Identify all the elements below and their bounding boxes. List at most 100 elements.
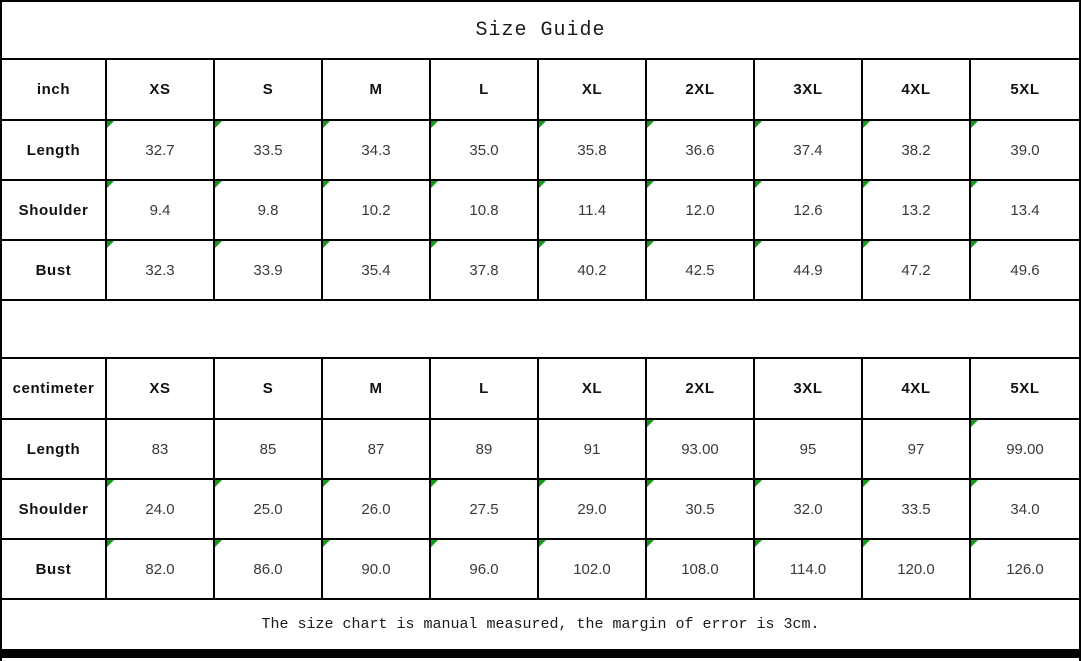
measurement-value-cell: 44.9 (755, 241, 863, 301)
measurement-value-cell: 33.9 (215, 241, 323, 301)
measurement-value-cell-text: 29.0 (577, 500, 607, 518)
measurement-value-cell: 86.0 (215, 540, 323, 600)
measurement-value-cell-text: 96.0 (469, 560, 499, 578)
green-corner-marker (107, 540, 114, 547)
size-header-cell-text: XS (149, 81, 171, 98)
green-corner-marker (755, 181, 762, 188)
measurement-value-cell-text: 89 (475, 440, 493, 458)
measurement-label-cell: Bust (2, 540, 107, 600)
page-title: Size Guide (475, 18, 606, 42)
size-header-cell: XL (539, 60, 647, 121)
measurement-value-cell-text: 12.6 (793, 201, 823, 219)
measurement-value-cell-text: 12.0 (685, 201, 715, 219)
unit-header-cell-text: centimeter (12, 380, 95, 397)
size-header-cell-text: 2XL (685, 380, 715, 397)
spacer-row (2, 301, 1079, 359)
measurement-value-cell: 114.0 (755, 540, 863, 600)
green-corner-marker (755, 480, 762, 487)
green-corner-marker (971, 121, 978, 128)
measurement-value-cell-text: 37.8 (469, 261, 499, 279)
measurement-value-cell-text: 27.5 (469, 500, 499, 518)
measurement-value-cell-text: 13.2 (901, 201, 931, 219)
measurement-value-cell-text: 120.0 (897, 560, 935, 578)
measurement-value-cell: 42.5 (647, 241, 755, 301)
size-header-cell-text: 5XL (1010, 380, 1040, 397)
measurement-value-cell-text: 87 (367, 440, 385, 458)
measurement-value-cell-text: 35.4 (361, 261, 391, 279)
measurement-value-cell-text: 13.4 (1010, 201, 1040, 219)
size-header-cell-text: 4XL (901, 380, 931, 397)
green-corner-marker (971, 241, 978, 248)
measurement-value-cell-text: 9.4 (149, 201, 171, 219)
green-corner-marker (539, 121, 546, 128)
green-corner-marker (323, 540, 330, 547)
measurement-value-cell-text: 85 (259, 440, 277, 458)
green-corner-marker (971, 181, 978, 188)
green-corner-marker (107, 241, 114, 248)
measurement-value-cell: 87 (323, 420, 431, 480)
green-corner-marker (647, 540, 654, 547)
green-corner-marker (215, 241, 222, 248)
measurement-value-cell-text: 30.5 (685, 500, 715, 518)
measurement-value-cell: 49.6 (971, 241, 1079, 301)
measurement-value-cell: 47.2 (863, 241, 971, 301)
measurement-value-cell: 32.0 (755, 480, 863, 540)
measurement-value-cell: 29.0 (539, 480, 647, 540)
measurement-value-cell-text: 38.2 (901, 141, 931, 159)
green-corner-marker (971, 480, 978, 487)
green-corner-marker (431, 181, 438, 188)
unit-header-cell-text: inch (36, 81, 71, 98)
size-header-cell-text: XL (581, 380, 603, 397)
green-corner-marker (539, 241, 546, 248)
measurement-value-cell-text: 49.6 (1010, 261, 1040, 279)
measurement-value-cell-text: 37.4 (793, 141, 823, 159)
green-corner-marker (215, 121, 222, 128)
green-corner-marker (647, 480, 654, 487)
green-corner-marker (107, 121, 114, 128)
green-corner-marker (971, 420, 978, 427)
measurement-label-cell-text: Length (26, 141, 81, 159)
measurement-value-cell: 35.0 (431, 121, 539, 181)
measurement-value-cell-text: 90.0 (361, 560, 391, 578)
measurement-label-cell: Shoulder (2, 480, 107, 540)
measurement-value-cell: 30.5 (647, 480, 755, 540)
measurement-value-cell: 35.8 (539, 121, 647, 181)
green-corner-marker (971, 540, 978, 547)
measurement-value-cell: 27.5 (431, 480, 539, 540)
measurement-value-cell: 97 (863, 420, 971, 480)
measurement-value-cell-text: 86.0 (253, 560, 283, 578)
measurement-label-cell: Length (2, 420, 107, 480)
measurement-value-cell: 37.4 (755, 121, 863, 181)
measurement-value-cell: 95 (755, 420, 863, 480)
measurement-label-cell-text: Shoulder (18, 500, 89, 518)
size-header-cell-text: 5XL (1010, 81, 1040, 98)
measurement-value-cell-text: 99.00 (1006, 440, 1044, 458)
unit-header-cell: inch (2, 60, 107, 121)
measurement-value-cell: 34.3 (323, 121, 431, 181)
measurement-value-cell: 13.4 (971, 181, 1079, 241)
size-header-cell: 2XL (647, 60, 755, 121)
measurement-value-cell-text: 40.2 (577, 261, 607, 279)
measurement-value-cell: 32.3 (107, 241, 215, 301)
measurement-value-cell: 37.8 (431, 241, 539, 301)
measurement-value-cell: 102.0 (539, 540, 647, 600)
measurement-value-cell: 9.4 (107, 181, 215, 241)
measurement-value-cell: 12.6 (755, 181, 863, 241)
footer-text: The size chart is manual measured, the m… (261, 616, 820, 633)
size-header-cell-text: 3XL (793, 81, 823, 98)
size-header-cell-text: XS (149, 380, 171, 397)
size-header-cell-text: 4XL (901, 81, 931, 98)
measurement-value-cell: 32.7 (107, 121, 215, 181)
size-header-cell-text: S (262, 380, 274, 397)
green-corner-marker (863, 121, 870, 128)
measurement-label-cell-text: Bust (35, 261, 72, 279)
measurement-value-cell-text: 83 (151, 440, 169, 458)
measurement-label-cell-text: Bust (35, 560, 72, 578)
centimeter-table: centimeter XS S M L XL 2XL 3XL 4XL 5XL Length 83 85 8… (2, 359, 1079, 600)
size-header-cell: M (323, 60, 431, 121)
measurement-value-cell-text: 34.3 (361, 141, 391, 159)
measurement-label-cell: Shoulder (2, 181, 107, 241)
measurement-value-cell: 90.0 (323, 540, 431, 600)
measurement-value-cell-text: 39.0 (1010, 141, 1040, 159)
measurement-value-cell: 10.2 (323, 181, 431, 241)
